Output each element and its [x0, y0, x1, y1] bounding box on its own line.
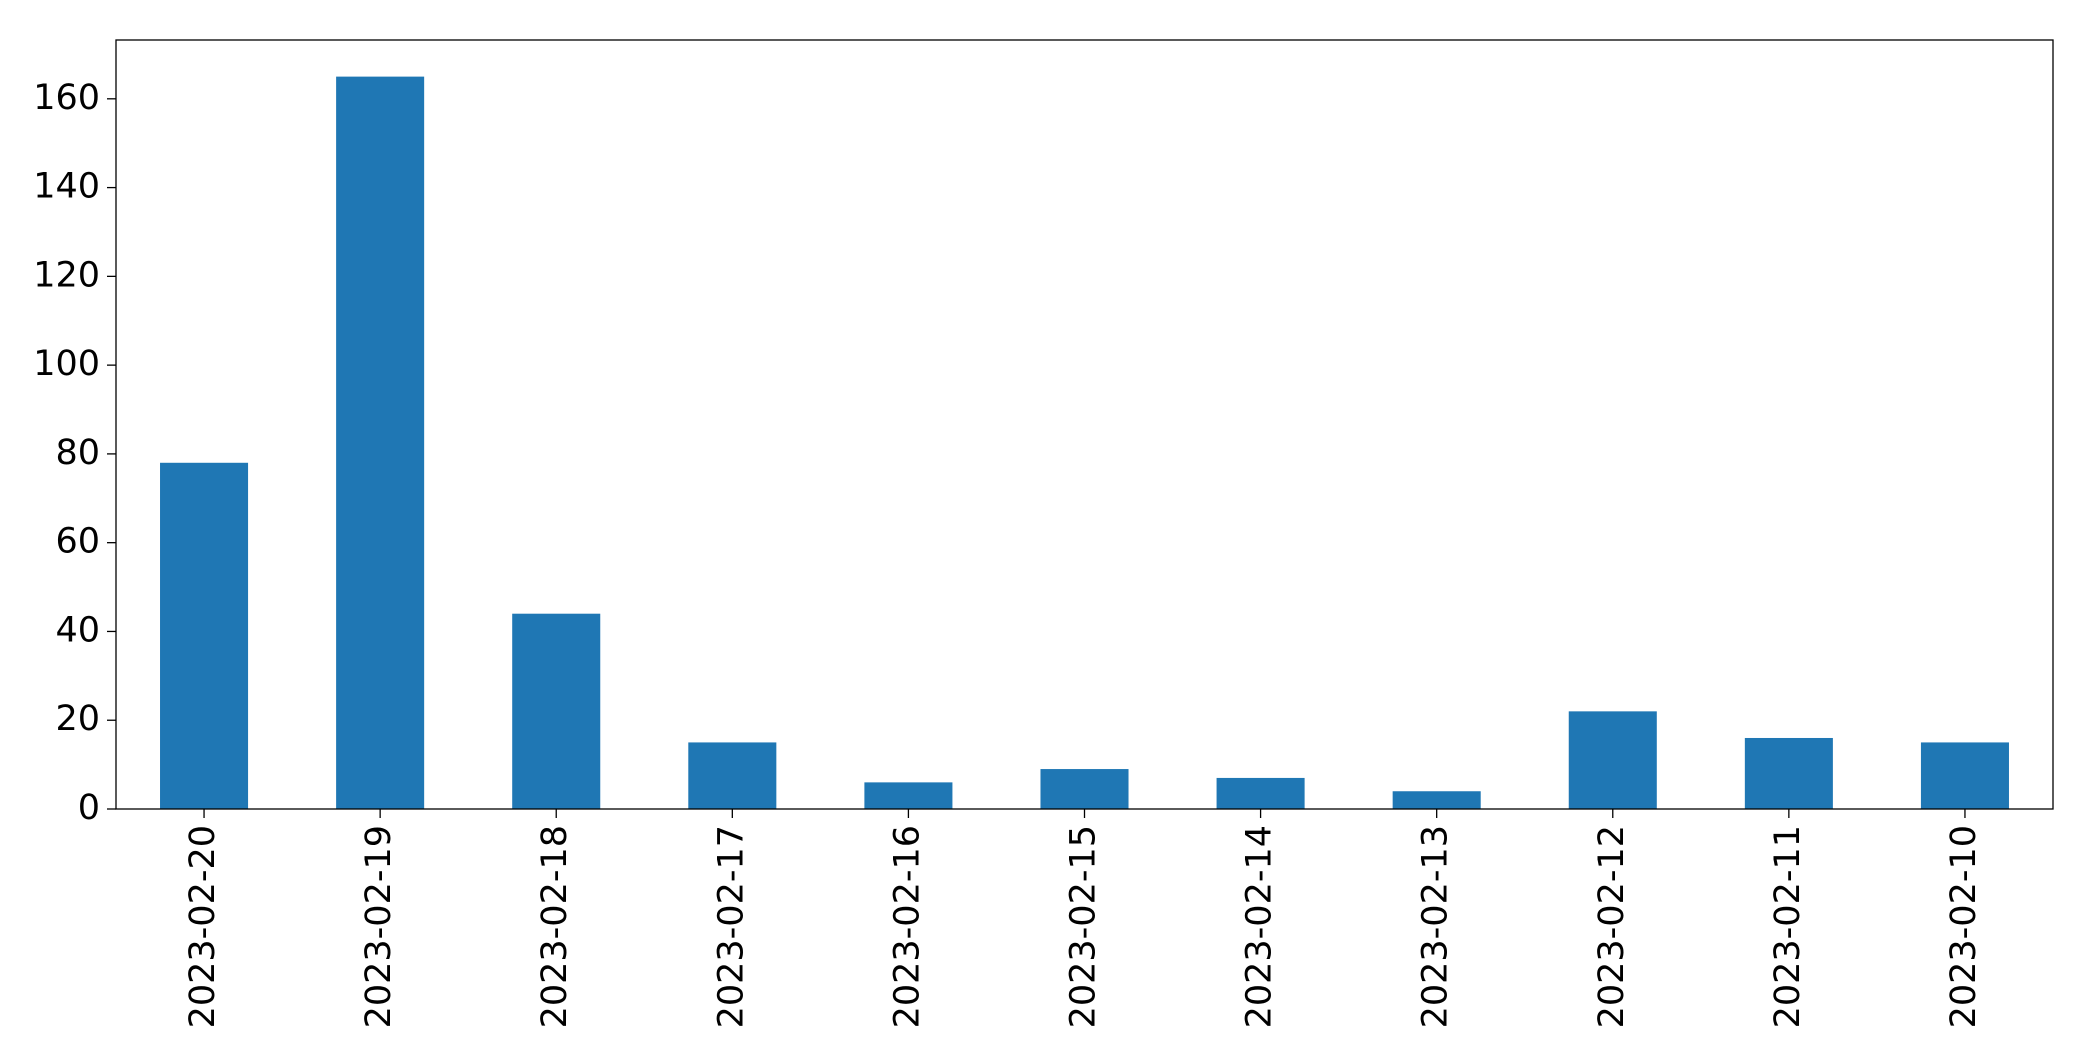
bar [1392, 791, 1481, 809]
x-tick-label: 2023-02-18 [535, 825, 575, 1028]
x-tick-label: 2023-02-17 [711, 825, 751, 1028]
bar [336, 76, 425, 810]
y-tick-label: 40 [55, 610, 100, 650]
bar [1216, 777, 1305, 809]
y-tick-label: 140 [33, 167, 100, 207]
x-tick-label: 2023-02-13 [1416, 825, 1456, 1028]
x-tick-label: 2023-02-11 [1768, 825, 1808, 1028]
bar [688, 742, 777, 809]
x-tick-label: 2023-02-12 [1592, 825, 1632, 1028]
x-tick-label: 2023-02-20 [183, 825, 223, 1028]
x-tick-label: 2023-02-10 [1944, 825, 1984, 1028]
y-tick-label: 160 [33, 78, 100, 118]
bar [1568, 711, 1657, 809]
y-tick-label: 100 [33, 344, 100, 384]
bar [512, 613, 601, 809]
plot-frame [115, 39, 2054, 810]
x-tick-label: 2023-02-16 [887, 825, 927, 1028]
y-tick-label: 80 [55, 433, 100, 473]
bar [160, 462, 249, 809]
y-tick-label: 120 [33, 255, 100, 295]
bar [1920, 742, 2009, 809]
x-tick-label: 2023-02-14 [1240, 825, 1280, 1028]
y-tick-label: 20 [55, 699, 100, 739]
x-tick-label: 2023-02-19 [359, 825, 399, 1028]
bar [1744, 737, 1833, 809]
x-tick-label: 2023-02-15 [1064, 825, 1104, 1028]
y-tick-label: 0 [78, 788, 100, 828]
bar [1040, 769, 1129, 809]
bar [864, 782, 953, 809]
y-tick-label: 60 [55, 522, 100, 562]
